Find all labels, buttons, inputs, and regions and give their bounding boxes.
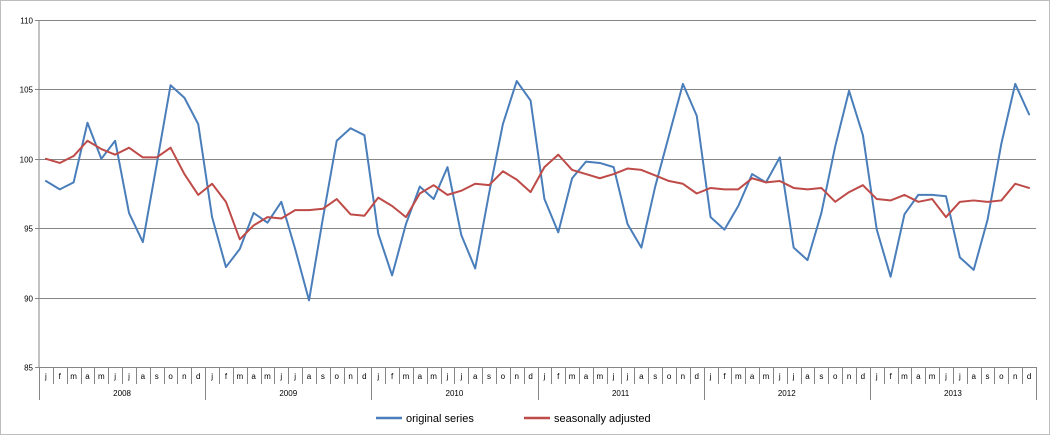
month-label: a [251,372,256,381]
month-label: a [85,372,90,381]
month-label: m [236,372,243,381]
year-label: 2009 [279,389,297,398]
month-label: o [999,372,1004,381]
month-label: j [210,372,213,381]
month-label: a [307,372,312,381]
month-label: d [695,372,699,381]
month-label: n [515,372,519,381]
month-label: m [763,372,770,381]
month-label: s [819,372,823,381]
month-label: d [196,372,200,381]
year-label: 2011 [612,389,630,398]
y-tick-label: 85 [24,364,33,373]
month-label: m [929,372,936,381]
month-label: m [430,372,437,381]
month-label: a [639,372,644,381]
month-label: n [182,372,186,381]
year-label: 2013 [944,389,962,398]
month-label: j [612,372,615,381]
month-label: d [528,372,532,381]
month-label: o [667,372,672,381]
month-label: m [264,372,271,381]
month-label: m [569,372,576,381]
month-label: j [293,372,296,381]
month-label: s [487,372,491,381]
month-label: f [391,372,394,381]
legend-item-original: original series [376,413,474,425]
month-label: f [225,372,228,381]
legend: original series seasonally adjusted [376,413,651,425]
month-label: j [459,372,462,381]
y-axis: 85 90 95 100 105 110 [20,17,40,373]
month-label: j [113,372,116,381]
year-label: 2008 [113,389,131,398]
month-label: n [1013,372,1017,381]
series-line-seasonally-adjusted [44,139,1031,241]
month-label: j [127,372,130,381]
gridlines [39,20,1036,368]
month-label: m [901,372,908,381]
month-label: n [847,372,851,381]
y-tick-label: 100 [20,156,34,165]
month-label: f [557,372,560,381]
month-label: s [653,372,657,381]
month-label: j [875,372,878,381]
month-label: m [596,372,603,381]
month-label: j [279,372,282,381]
month-label: a [141,372,146,381]
month-label: s [155,372,159,381]
month-label: a [418,372,423,381]
month-label: a [750,372,755,381]
month-label: j [958,372,961,381]
month-label: o [501,372,506,381]
y-tick-label: 95 [24,225,33,234]
month-label: m [735,372,742,381]
series-line-original [44,80,1031,302]
month-label: o [168,372,173,381]
month-label: s [986,372,990,381]
month-label: j [626,372,629,381]
month-label: j [543,372,546,381]
month-label: a [805,372,810,381]
legend-label: original series [406,413,474,425]
month-label: o [833,372,838,381]
y-tick-label: 90 [24,295,33,304]
year-label: 2010 [446,389,464,398]
month-label: s [321,372,325,381]
month-label: n [348,372,352,381]
legend-label: seasonally adjusted [554,413,651,425]
month-label: j [944,372,947,381]
month-label: a [473,372,478,381]
month-label: d [362,372,366,381]
y-tick-label: 105 [20,86,34,95]
y-tick-label: 110 [20,17,33,26]
month-label: f [59,372,62,381]
legend-item-seasonally-adjusted: seasonally adjusted [524,413,651,425]
month-label: o [334,372,339,381]
month-label: a [971,372,976,381]
year-label: 2012 [778,389,796,398]
month-label: a [916,372,921,381]
month-label: d [1027,372,1031,381]
month-label: j [446,372,449,381]
month-label: j [44,372,47,381]
month-label: j [376,372,379,381]
month-label: m [403,372,410,381]
month-label: a [584,372,589,381]
month-label: f [723,372,726,381]
month-label: f [889,372,892,381]
month-label: d [861,372,865,381]
series-lines [44,80,1031,302]
month-label: m [98,372,105,381]
month-label: m [70,372,77,381]
month-label: j [778,372,781,381]
month-label: j [792,372,795,381]
month-label: j [709,372,712,381]
month-label: n [681,372,685,381]
